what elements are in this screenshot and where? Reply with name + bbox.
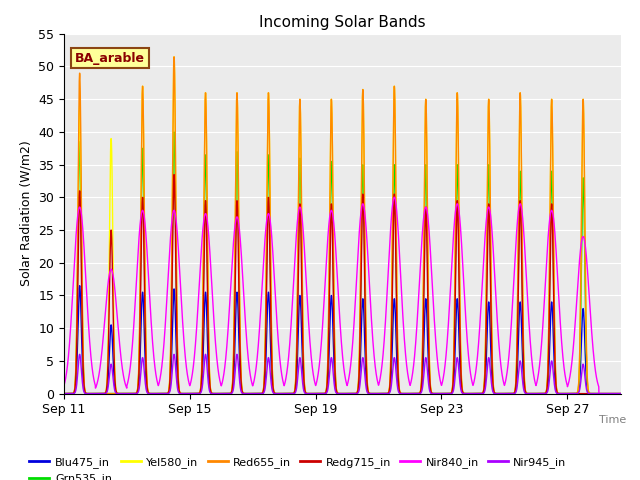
Redg715_in <box>170 172 178 178</box>
Nir945_in <box>626 391 634 396</box>
Yel580_in <box>626 391 634 396</box>
Red655_in <box>626 391 634 396</box>
Line: Red655_in: Red655_in <box>64 57 630 394</box>
Line: Blu475_in: Blu475_in <box>64 286 630 394</box>
Red655_in <box>219 391 227 396</box>
Nir840_in <box>60 383 68 388</box>
Nir945_in <box>218 391 226 396</box>
Text: Time: Time <box>599 415 627 425</box>
Nir945_in <box>627 391 634 396</box>
Grn535_in <box>170 129 178 135</box>
Grn535_in <box>403 391 410 396</box>
Yel580_in <box>60 391 68 396</box>
Red655_in <box>627 391 634 396</box>
Nir840_in <box>403 361 410 367</box>
Blu475_in <box>413 391 420 396</box>
Nir945_in <box>403 391 410 396</box>
Blu475_in <box>573 391 580 396</box>
Grn535_in <box>573 391 580 396</box>
Blu475_in <box>627 391 634 396</box>
Redg715_in <box>403 391 410 396</box>
Line: Nir945_in: Nir945_in <box>64 354 630 394</box>
Grn535_in <box>627 391 634 396</box>
Blu475_in <box>182 391 189 396</box>
Nir945_in <box>60 391 68 396</box>
Yel580_in <box>182 391 189 396</box>
Red655_in <box>573 390 580 396</box>
Redg715_in <box>564 391 572 396</box>
Grn535_in <box>60 391 68 396</box>
Yel580_in <box>627 391 634 396</box>
Yel580_in <box>218 391 226 396</box>
Yel580_in <box>413 391 420 396</box>
Blu475_in <box>626 391 634 396</box>
Line: Grn535_in: Grn535_in <box>64 132 630 394</box>
Grn535_in <box>182 391 189 396</box>
Nir840_in <box>182 354 189 360</box>
Red655_in <box>413 391 420 396</box>
Nir840_in <box>627 391 634 396</box>
Nir945_in <box>595 391 603 396</box>
Redg715_in <box>573 391 580 396</box>
Nir945_in <box>76 351 83 357</box>
Red655_in <box>182 391 189 396</box>
Nir840_in <box>390 194 398 200</box>
Redg715_in <box>218 391 226 396</box>
Redg715_in <box>60 391 68 396</box>
Nir840_in <box>218 380 226 386</box>
Nir840_in <box>413 330 420 336</box>
Blu475_in <box>60 391 68 396</box>
Nir945_in <box>573 391 580 396</box>
Line: Nir840_in: Nir840_in <box>64 197 630 394</box>
Red655_in <box>92 391 99 396</box>
Text: BA_arable: BA_arable <box>75 51 145 65</box>
Yel580_in <box>595 391 603 396</box>
Grn535_in <box>219 391 227 396</box>
Nir840_in <box>573 300 580 305</box>
Yel580_in <box>573 391 580 396</box>
Line: Redg715_in: Redg715_in <box>64 175 630 394</box>
Redg715_in <box>627 391 634 396</box>
Blu475_in <box>218 391 226 396</box>
Grn535_in <box>92 391 99 396</box>
Title: Incoming Solar Bands: Incoming Solar Bands <box>259 15 426 30</box>
Yel580_in <box>403 391 410 396</box>
Blu475_in <box>76 283 83 288</box>
Grn535_in <box>626 391 634 396</box>
Red655_in <box>403 391 410 396</box>
Y-axis label: Solar Radiation (W/m2): Solar Radiation (W/m2) <box>20 141 33 287</box>
Redg715_in <box>626 391 634 396</box>
Red655_in <box>170 54 178 60</box>
Grn535_in <box>413 391 420 396</box>
Nir840_in <box>595 391 603 396</box>
Redg715_in <box>413 391 420 396</box>
Blu475_in <box>595 391 603 396</box>
Nir945_in <box>413 391 420 396</box>
Line: Yel580_in: Yel580_in <box>64 57 630 394</box>
Nir945_in <box>182 391 189 396</box>
Red655_in <box>60 391 68 396</box>
Nir840_in <box>626 391 634 396</box>
Yel580_in <box>170 54 178 60</box>
Blu475_in <box>403 391 410 396</box>
Legend: Blu475_in, Grn535_in, Yel580_in, Red655_in, Redg715_in, Nir840_in, Nir945_in: Blu475_in, Grn535_in, Yel580_in, Red655_… <box>25 453 571 480</box>
Redg715_in <box>182 391 189 396</box>
